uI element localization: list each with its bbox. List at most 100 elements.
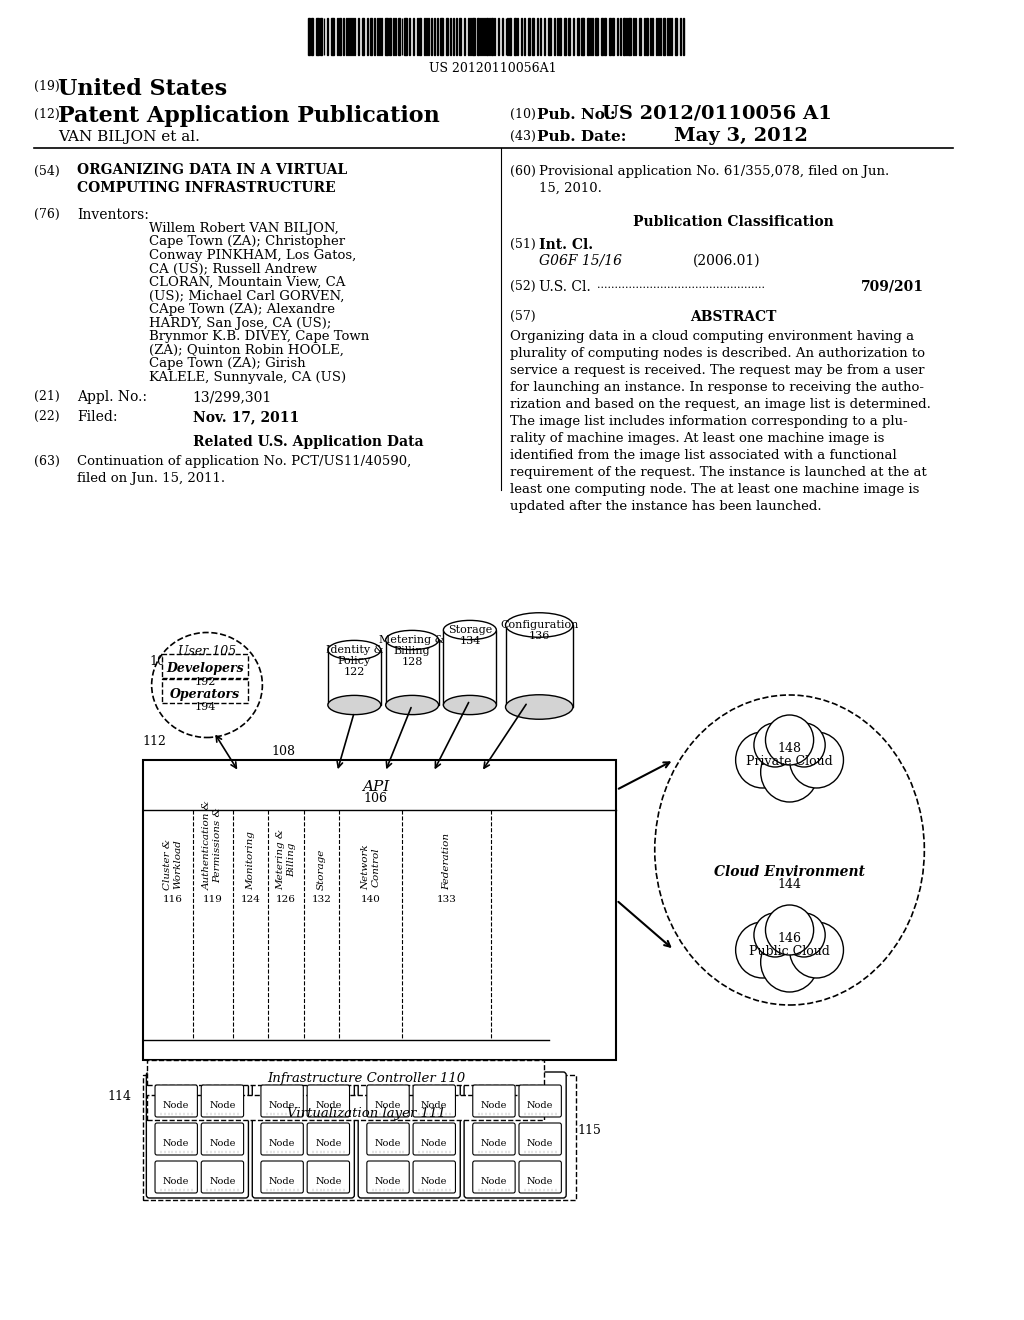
Bar (675, 18, 677, 55)
Text: 112: 112 (142, 735, 166, 748)
Text: (21): (21) (34, 389, 59, 403)
Text: 124: 124 (241, 895, 260, 904)
Text: Configuration: Configuration (500, 620, 579, 630)
Circle shape (790, 733, 844, 788)
Text: ................................................: ........................................… (597, 280, 765, 290)
Bar (577, 18, 579, 55)
Text: (54): (54) (34, 165, 59, 178)
Bar (308, 18, 310, 55)
Text: Private Cloud: Private Cloud (746, 755, 833, 768)
Text: Monitoring: Monitoring (246, 832, 255, 890)
Bar (472, 18, 475, 55)
Text: Continuation of application No. PCT/US11/40590,
filed on Jun. 15, 2011.: Continuation of application No. PCT/US11… (77, 455, 412, 484)
Bar (559, 18, 561, 55)
Text: (12): (12) (34, 108, 59, 121)
Text: 136: 136 (528, 631, 550, 642)
Ellipse shape (386, 696, 438, 714)
FancyBboxPatch shape (261, 1162, 303, 1193)
Ellipse shape (654, 696, 925, 1005)
Text: Pub. No.:: Pub. No.: (538, 108, 615, 121)
Circle shape (735, 921, 790, 978)
FancyBboxPatch shape (358, 1072, 460, 1199)
Bar (581, 18, 583, 55)
Text: Int. Cl.: Int. Cl. (540, 238, 593, 252)
Text: Inventors:: Inventors: (77, 209, 148, 222)
Text: Cape Town (ZA); Girish: Cape Town (ZA); Girish (150, 356, 306, 370)
Bar (460, 18, 461, 55)
Text: 119: 119 (203, 895, 223, 904)
Text: Conway PINKHAM, Los Gatos,: Conway PINKHAM, Los Gatos, (150, 249, 356, 261)
Text: United States: United States (57, 78, 227, 100)
Bar (527, 18, 529, 55)
Text: ORGANIZING DATA IN A VIRTUAL
COMPUTING INFRASTRUCTURE: ORGANIZING DATA IN A VIRTUAL COMPUTING I… (77, 162, 347, 195)
Bar (386, 640, 438, 705)
Text: Network
Control: Network Control (361, 845, 380, 890)
Text: Cape Town (ZA); Christopher: Cape Town (ZA); Christopher (150, 235, 345, 248)
FancyBboxPatch shape (464, 1072, 566, 1199)
Text: Node: Node (421, 1101, 447, 1110)
Text: Node: Node (209, 1101, 236, 1110)
Text: Policy: Policy (338, 656, 371, 667)
FancyBboxPatch shape (155, 1123, 198, 1155)
Circle shape (782, 913, 825, 957)
Circle shape (754, 913, 797, 957)
Text: Appl. No.:: Appl. No.: (77, 389, 147, 404)
Bar (445, 18, 447, 55)
Ellipse shape (443, 696, 497, 714)
Bar (664, 18, 666, 55)
FancyBboxPatch shape (202, 1085, 244, 1117)
Text: Node: Node (375, 1139, 401, 1148)
Bar (486, 18, 488, 55)
Text: Publication Classification: Publication Classification (633, 215, 835, 228)
Circle shape (782, 723, 825, 767)
Text: 128: 128 (401, 657, 423, 667)
Bar (315, 18, 318, 55)
Text: Node: Node (527, 1101, 553, 1110)
Text: Storage: Storage (317, 849, 326, 890)
Text: HARDY, San Jose, CA (US);: HARDY, San Jose, CA (US); (150, 317, 332, 330)
FancyBboxPatch shape (413, 1085, 456, 1117)
Bar (319, 18, 322, 55)
Bar (142, 760, 616, 1060)
Circle shape (761, 932, 818, 993)
Text: (52): (52) (510, 280, 536, 293)
Circle shape (766, 715, 814, 766)
FancyBboxPatch shape (162, 653, 249, 678)
FancyBboxPatch shape (146, 1072, 249, 1199)
Text: Cluster &
Workload: Cluster & Workload (163, 840, 182, 890)
Text: (51): (51) (510, 238, 537, 251)
Bar (389, 18, 391, 55)
Text: Federation: Federation (442, 833, 452, 890)
Ellipse shape (506, 612, 572, 638)
FancyBboxPatch shape (307, 1085, 349, 1117)
Bar (311, 18, 313, 55)
Text: 106: 106 (364, 792, 387, 805)
Text: US 20120110056A1: US 20120110056A1 (429, 62, 557, 75)
Text: Node: Node (527, 1177, 553, 1185)
Text: Metering &
Billing: Metering & Billing (276, 829, 296, 890)
Bar (147, 1060, 544, 1085)
Text: Node: Node (375, 1101, 401, 1110)
FancyBboxPatch shape (519, 1162, 561, 1193)
Bar (440, 18, 443, 55)
Text: Filed:: Filed: (77, 411, 118, 424)
Bar (601, 18, 603, 55)
Text: Node: Node (269, 1101, 295, 1110)
Text: ABSTRACT: ABSTRACT (690, 310, 777, 323)
Bar (479, 18, 481, 55)
Text: Node: Node (480, 1101, 507, 1110)
Bar (623, 18, 625, 55)
Text: (76): (76) (34, 209, 59, 220)
Text: Willem Robert VAN BILJON,: Willem Robert VAN BILJON, (150, 222, 339, 235)
FancyBboxPatch shape (473, 1162, 515, 1193)
FancyBboxPatch shape (367, 1123, 410, 1155)
Text: Cloud Environment: Cloud Environment (714, 865, 865, 879)
FancyBboxPatch shape (202, 1162, 244, 1193)
Text: 126: 126 (276, 895, 296, 904)
Bar (628, 18, 631, 55)
Ellipse shape (152, 632, 262, 738)
Text: G06F 15/16: G06F 15/16 (540, 253, 623, 268)
Bar (568, 18, 570, 55)
Text: Operators: Operators (170, 688, 241, 701)
Bar (370, 18, 372, 55)
